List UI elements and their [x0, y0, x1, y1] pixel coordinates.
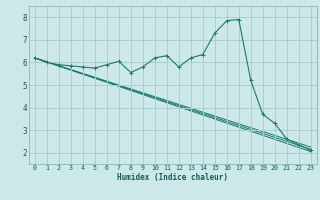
X-axis label: Humidex (Indice chaleur): Humidex (Indice chaleur) [117, 173, 228, 182]
